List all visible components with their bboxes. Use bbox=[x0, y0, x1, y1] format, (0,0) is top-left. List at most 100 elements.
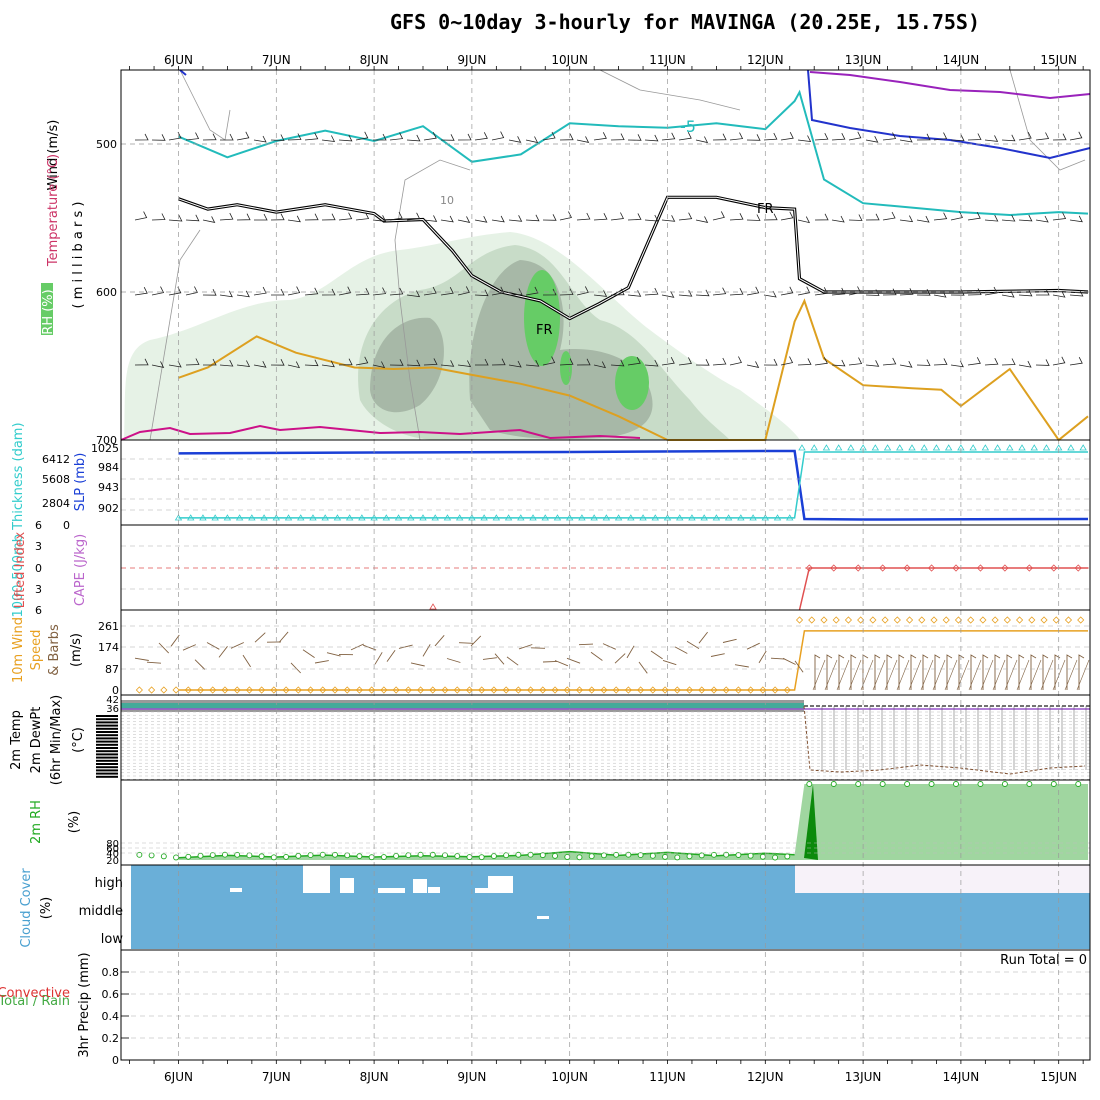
wind-barb bbox=[287, 361, 301, 369]
temp-y-tick-compressed bbox=[96, 756, 118, 759]
cloud-gap bbox=[230, 888, 242, 892]
wind-barb bbox=[831, 359, 846, 367]
wind-barb bbox=[134, 287, 148, 296]
wind-barb bbox=[1001, 134, 1016, 142]
date-label-bottom: 15JUN bbox=[1040, 1070, 1077, 1084]
wind-barb bbox=[1042, 654, 1049, 690]
precip-axis-label: 3hr Precip (mm) bbox=[77, 952, 92, 1057]
wind-barb bbox=[242, 654, 251, 668]
rh-marker bbox=[417, 851, 424, 858]
wind-barb bbox=[862, 654, 869, 690]
wind-barb bbox=[932, 659, 946, 691]
temp-y-tick-compressed bbox=[96, 766, 118, 769]
li-marker bbox=[1074, 564, 1082, 572]
rh-marker bbox=[405, 852, 412, 859]
wind-barb bbox=[290, 662, 302, 674]
rh-marker bbox=[490, 853, 497, 860]
wind-barb bbox=[729, 132, 744, 141]
wind-barb bbox=[230, 642, 244, 649]
wind-barb bbox=[850, 654, 857, 690]
date-label-top: 7JUN bbox=[262, 53, 291, 67]
wind-barb bbox=[899, 215, 914, 223]
slp-axis-label: SLP (mb) bbox=[73, 453, 88, 512]
li-marker bbox=[1050, 564, 1058, 572]
wind-speed-marker bbox=[808, 616, 816, 624]
wind-barb bbox=[446, 658, 461, 663]
wind-barb bbox=[406, 290, 421, 298]
wind-barb bbox=[1069, 357, 1083, 366]
thickness-marker bbox=[345, 514, 354, 521]
wind-barb bbox=[831, 133, 846, 141]
wind-barb bbox=[916, 215, 930, 223]
wind-speed-marker bbox=[514, 686, 522, 694]
thickness-marker bbox=[1067, 444, 1075, 451]
wind-speed-marker bbox=[319, 686, 327, 694]
wind-speed-marker bbox=[135, 686, 143, 694]
wind-barb bbox=[253, 361, 267, 368]
rh-marker bbox=[576, 854, 583, 861]
rh-marker bbox=[928, 781, 935, 787]
wind-barb bbox=[287, 133, 302, 141]
rh-marker bbox=[283, 853, 290, 860]
wind-barb bbox=[470, 635, 482, 647]
wind-barb bbox=[372, 361, 386, 369]
thickness-marker bbox=[932, 444, 941, 451]
li-y-tick: 3 bbox=[35, 540, 42, 553]
wind-barb bbox=[1028, 659, 1042, 691]
wind-barb bbox=[882, 211, 896, 221]
wind-barb bbox=[1069, 289, 1084, 297]
wind-barb bbox=[899, 135, 913, 143]
wind-barb bbox=[321, 288, 336, 296]
wind-barb bbox=[373, 133, 387, 141]
contour-line bbox=[394, 159, 471, 441]
wind-barb bbox=[508, 215, 523, 222]
wind-barb bbox=[525, 360, 540, 367]
temp-y-tick-compressed bbox=[96, 721, 118, 724]
wind-barb bbox=[994, 654, 1001, 690]
wind-speed-marker bbox=[1028, 616, 1036, 624]
panel-frame-10m-wind bbox=[120, 609, 1091, 696]
minus5-label: -5 bbox=[680, 117, 696, 136]
rh-marker bbox=[295, 852, 302, 859]
wind-barb bbox=[236, 360, 251, 367]
li-marker bbox=[879, 564, 887, 572]
wind-barb bbox=[406, 212, 421, 221]
wind-barb bbox=[610, 133, 625, 141]
wind-barb bbox=[944, 659, 958, 691]
wind-barb bbox=[355, 356, 369, 366]
thickness-marker bbox=[676, 514, 684, 521]
rh-marker bbox=[637, 852, 644, 859]
wind-barb bbox=[838, 654, 845, 690]
wind-barb bbox=[1035, 132, 1050, 141]
rh-marker bbox=[747, 852, 754, 859]
wind-barb bbox=[182, 644, 196, 651]
thickness-marker bbox=[614, 514, 623, 521]
wind-speed-marker bbox=[160, 686, 168, 694]
thickness-marker bbox=[847, 444, 855, 451]
date-label-top: 13JUN bbox=[845, 53, 882, 67]
rh-marker bbox=[1075, 781, 1082, 787]
rh-marker bbox=[185, 853, 192, 860]
wind-speed-marker bbox=[282, 686, 290, 694]
li-marker bbox=[1025, 564, 1033, 572]
wind-barb bbox=[355, 288, 370, 296]
wind-barb bbox=[398, 644, 413, 649]
thickness-marker bbox=[773, 514, 782, 521]
wind-barb bbox=[185, 286, 198, 296]
wind-barb bbox=[508, 136, 522, 143]
rh-marker bbox=[552, 852, 558, 859]
temp-y-tick-compressed bbox=[96, 775, 118, 778]
wind-barb bbox=[508, 288, 523, 296]
pressure-axis-label: ( m i l l i b a r s ) bbox=[71, 202, 86, 309]
cloud-gap bbox=[537, 916, 549, 919]
wind-barb bbox=[722, 638, 737, 643]
wind-barb bbox=[542, 131, 556, 141]
wind-barb bbox=[372, 287, 387, 296]
temp-y-tick-compressed bbox=[96, 715, 118, 717]
wind-speed-marker bbox=[184, 686, 192, 694]
wind-barb bbox=[695, 289, 710, 297]
rh-marker bbox=[466, 854, 473, 861]
wind-barb bbox=[566, 657, 581, 664]
wind-barb bbox=[576, 358, 591, 366]
wind-barb bbox=[254, 632, 266, 643]
